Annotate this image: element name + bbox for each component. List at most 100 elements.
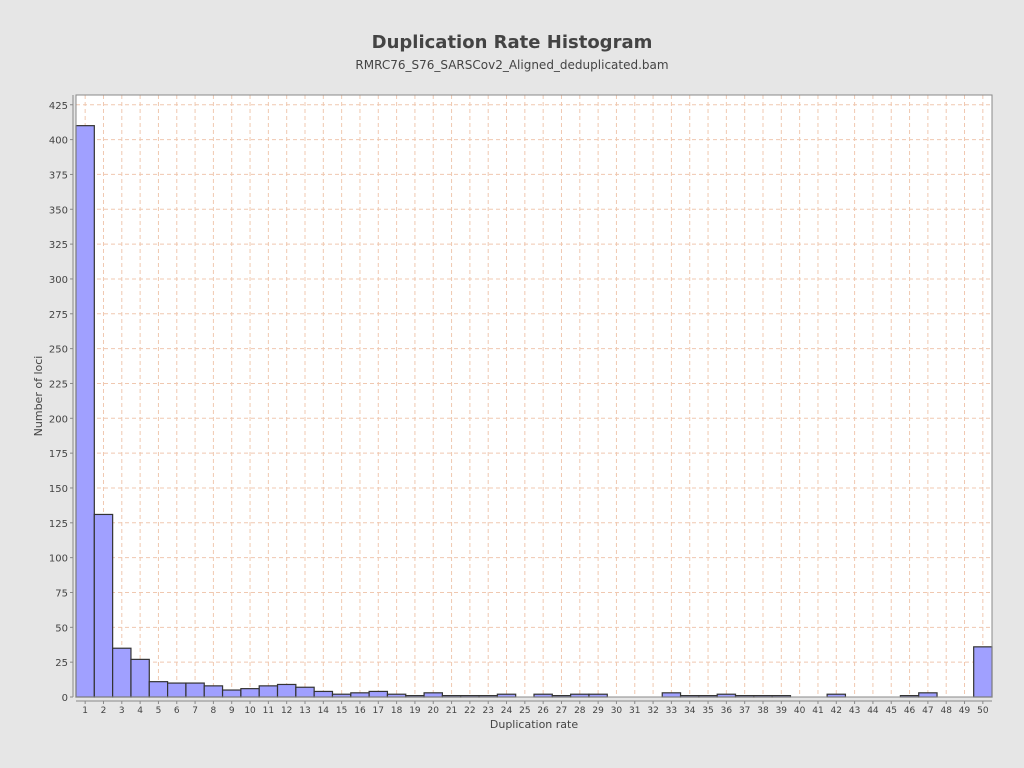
x-tick-label: 9 <box>229 706 235 716</box>
bar-47 <box>918 692 938 698</box>
x-ticks: 1 2 3 4 5 6 7 8 9 10 11 12 13 14 15 16 17 18 19 20 21 22 23 24 2… <box>82 701 989 716</box>
y-tick-label: 275 <box>49 310 68 321</box>
bar-8 <box>203 685 224 698</box>
bar-7 <box>185 682 205 698</box>
y-tick-label: 0 <box>62 693 68 704</box>
bar-14 <box>313 690 334 698</box>
x-tick-label: 8 <box>211 706 217 716</box>
x-tick-label: 43 <box>849 706 860 716</box>
y-tick-label: 125 <box>49 519 68 530</box>
y-ticks: 0 25 50 75 100 125 150 175 200 225 250 275 300 325 350… <box>49 101 73 704</box>
bar-17 <box>368 690 389 698</box>
x-tick-label: 44 <box>867 706 879 716</box>
y-tick-label: 300 <box>49 275 68 286</box>
x-tick-label: 14 <box>318 706 330 716</box>
x-tick-label: 20 <box>428 706 440 716</box>
bar-20 <box>423 692 443 698</box>
x-tick-label: 31 <box>629 706 640 716</box>
bar-33 <box>661 692 682 698</box>
x-tick-label: 41 <box>812 706 823 716</box>
x-tick-label: 24 <box>501 706 513 716</box>
bar-16 <box>350 692 370 698</box>
x-tick-label: 25 <box>519 706 530 716</box>
bar-12 <box>276 683 297 698</box>
bar-50 <box>973 646 993 698</box>
axes <box>72 94 993 702</box>
grid-lines <box>76 95 992 698</box>
y-tick-label: 375 <box>49 170 68 181</box>
x-tick-label: 11 <box>263 706 274 716</box>
y-tick-label: 150 <box>49 484 68 495</box>
bar-1 <box>75 125 95 698</box>
x-tick-label: 47 <box>922 706 933 716</box>
bar-11 <box>258 685 279 698</box>
y-tick-label: 350 <box>49 205 68 216</box>
plot-border <box>75 94 993 698</box>
bar-9 <box>221 689 242 698</box>
y-tick-label: 175 <box>49 449 68 460</box>
x-tick-label: 16 <box>354 706 366 716</box>
x-tick-label: 10 <box>244 706 256 716</box>
bar-5 <box>148 681 169 698</box>
x-tick-label: 33 <box>666 706 677 716</box>
y-tick-label: 250 <box>49 345 68 356</box>
x-tick-label: 45 <box>886 706 897 716</box>
bar-2 <box>93 513 114 698</box>
chart-title: Duplication Rate Histogram <box>372 32 653 53</box>
x-tick-label: 19 <box>409 706 421 716</box>
x-tick-label: 32 <box>647 706 658 716</box>
x-tick-label: 49 <box>959 706 971 716</box>
bar-13 <box>295 686 315 698</box>
x-tick-label: 48 <box>940 706 952 716</box>
x-tick-label: 36 <box>721 706 733 716</box>
y-tick-label: 100 <box>49 554 68 565</box>
x-tick-label: 26 <box>537 706 549 716</box>
bar-3 <box>112 647 132 698</box>
x-tick-label: 23 <box>482 706 493 716</box>
x-tick-label: 5 <box>156 706 162 716</box>
y-tick-label: 400 <box>49 136 68 147</box>
x-tick-label: 37 <box>739 706 750 716</box>
x-tick-label: 4 <box>137 706 143 716</box>
x-tick-label: 7 <box>192 706 198 716</box>
x-tick-label: 35 <box>702 706 713 716</box>
bar-6 <box>167 682 187 698</box>
y-tick-label: 200 <box>49 414 68 425</box>
bars <box>75 125 993 698</box>
x-tick-label: 15 <box>336 706 347 716</box>
x-tick-label: 28 <box>574 706 586 716</box>
x-axis-label: Duplication rate <box>490 718 578 731</box>
x-tick-label: 22 <box>464 706 475 716</box>
y-tick-label: 225 <box>49 379 68 390</box>
y-axis-label: Number of loci <box>32 356 45 437</box>
x-tick-label: 34 <box>684 706 696 716</box>
x-tick-label: 17 <box>373 706 384 716</box>
y-tick-label: 50 <box>55 623 68 634</box>
chart-subtitle: RMRC76_S76_SARSCov2_Aligned_deduplicated… <box>355 58 668 72</box>
bar-4 <box>130 658 150 698</box>
x-tick-label: 46 <box>904 706 916 716</box>
x-tick-label: 3 <box>119 706 125 716</box>
x-tick-label: 21 <box>446 706 457 716</box>
x-tick-label: 29 <box>592 706 604 716</box>
y-tick-label: 25 <box>55 658 68 669</box>
x-tick-label: 39 <box>776 706 788 716</box>
y-tick-label: 325 <box>49 240 68 251</box>
x-tick-label: 12 <box>281 706 292 716</box>
x-tick-label: 6 <box>174 706 180 716</box>
x-tick-label: 13 <box>299 706 310 716</box>
x-tick-label: 27 <box>556 706 567 716</box>
x-tick-label: 1 <box>82 706 88 716</box>
y-tick-label: 75 <box>55 588 68 599</box>
y-tick-label: 425 <box>49 101 68 112</box>
x-tick-label: 18 <box>391 706 403 716</box>
x-tick-label: 38 <box>757 706 769 716</box>
x-tick-label: 40 <box>794 706 806 716</box>
x-tick-label: 42 <box>831 706 842 716</box>
bar-10 <box>240 688 260 698</box>
x-tick-label: 30 <box>611 706 623 716</box>
x-tick-label: 2 <box>101 706 107 716</box>
x-tick-label: 50 <box>977 706 989 716</box>
